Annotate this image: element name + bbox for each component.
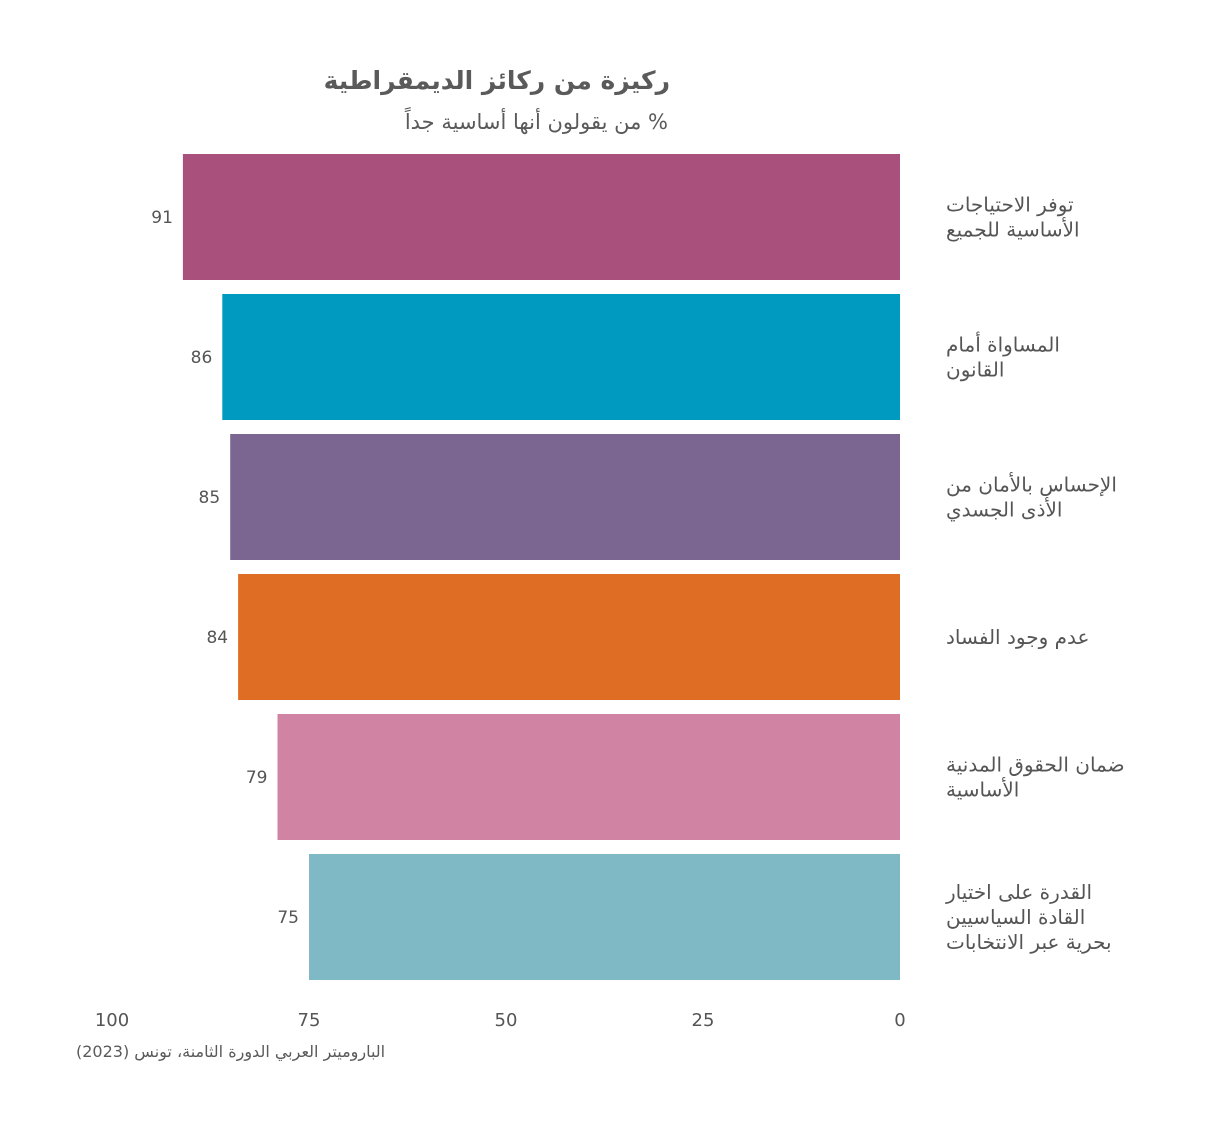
data-label: 86 (191, 348, 213, 368)
category-label: القادة السياسيين (946, 905, 1085, 929)
category-label: الأساسية (946, 778, 1019, 802)
category-label: القدرة على اختيار (945, 880, 1092, 904)
category-label: الأذى الجسدي (946, 498, 1062, 523)
category-label: المساواة أمام (946, 332, 1060, 357)
data-label: 79 (246, 768, 268, 788)
x-tick-label: 100 (95, 1010, 129, 1031)
x-tick-label: 0 (894, 1010, 905, 1031)
category-label: بحرية عبر الانتخابات (946, 930, 1112, 954)
x-tick-label: 25 (692, 1010, 715, 1031)
category-label: ضمان الحقوق المدنية (946, 753, 1125, 777)
bar-4 (238, 574, 901, 700)
data-label: 75 (277, 908, 299, 928)
source-note: الباروميتر العربي الدورة الثامنة، تونس (… (76, 1042, 386, 1061)
data-label: 84 (206, 628, 228, 648)
chart-title: ركيزة من ركائز الديمقراطية (323, 66, 670, 95)
category-label: الأساسية للجميع (946, 218, 1080, 242)
bar-6 (309, 854, 900, 980)
bar-1 (182, 154, 900, 280)
category-label: عدم وجود الفساد (946, 625, 1089, 649)
x-tick-label: 50 (495, 1010, 518, 1031)
bar-3 (230, 434, 900, 560)
category-label: توفر الاحتياجات (946, 193, 1074, 217)
data-label: 91 (151, 208, 173, 228)
data-label: 85 (199, 488, 221, 508)
bar-2 (222, 294, 901, 420)
x-tick-label: 75 (298, 1010, 321, 1031)
category-label: الإحساس بالأمان من (946, 473, 1117, 497)
chart-subtitle: % من يقولون أنها أساسية جداً (404, 110, 668, 134)
bar-5 (277, 714, 900, 840)
category-label: القانون (946, 358, 1004, 382)
